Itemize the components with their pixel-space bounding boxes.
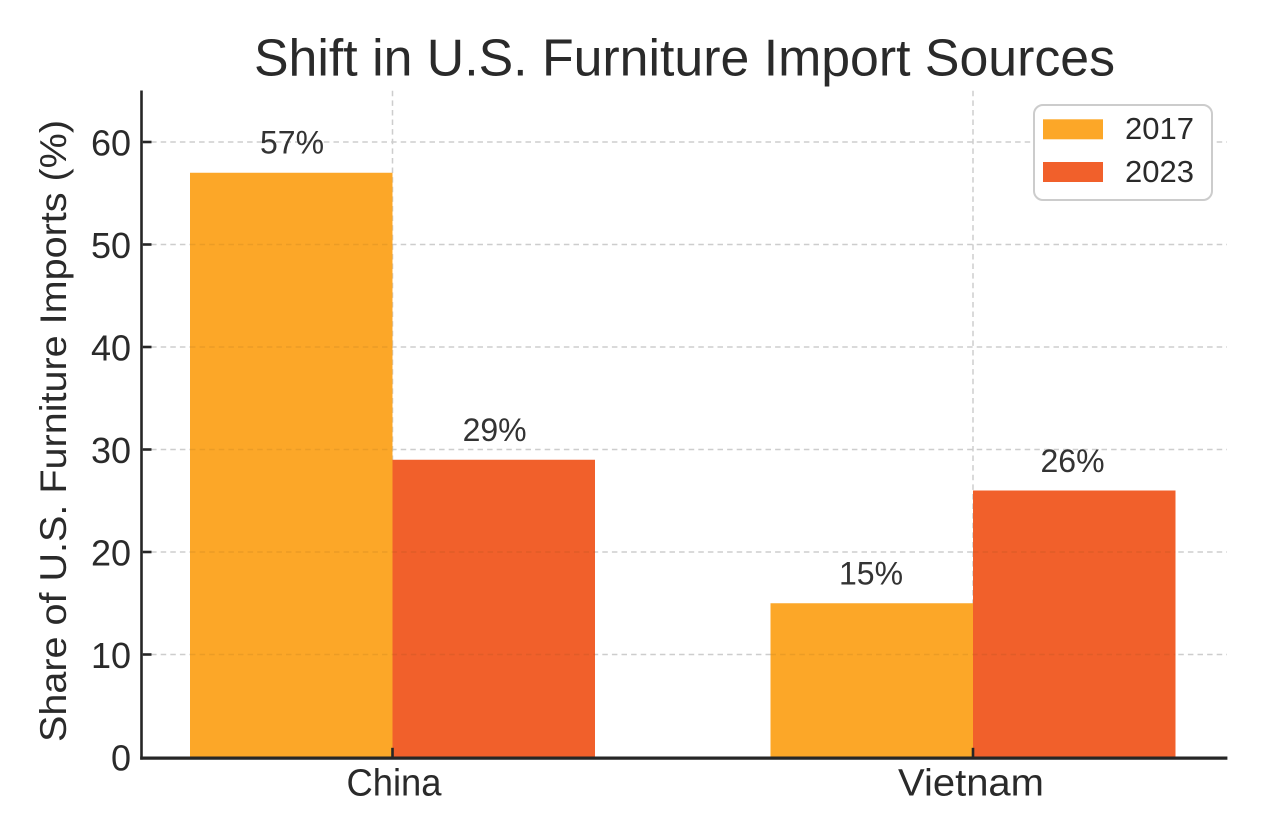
svg-text:China: China <box>347 763 443 805</box>
svg-text:57%: 57% <box>260 125 324 161</box>
svg-text:50: 50 <box>91 225 131 266</box>
svg-text:Vietnam: Vietnam <box>898 763 1044 805</box>
svg-text:60: 60 <box>91 123 131 164</box>
svg-text:20: 20 <box>91 533 131 574</box>
svg-text:26%: 26% <box>1040 443 1104 479</box>
svg-text:30: 30 <box>91 430 131 471</box>
svg-text:Share of U.S. Furniture Import: Share of U.S. Furniture Imports (%) <box>33 120 74 742</box>
svg-text:2017: 2017 <box>1125 111 1194 146</box>
svg-text:40: 40 <box>91 328 131 369</box>
svg-text:0: 0 <box>111 738 131 779</box>
svg-text:Shift in U.S. Furniture Import: Shift in U.S. Furniture Import Sources <box>254 30 1115 88</box>
svg-text:29%: 29% <box>463 412 527 448</box>
svg-text:15%: 15% <box>839 556 903 592</box>
svg-text:2023: 2023 <box>1125 154 1194 189</box>
svg-text:10: 10 <box>91 635 131 676</box>
